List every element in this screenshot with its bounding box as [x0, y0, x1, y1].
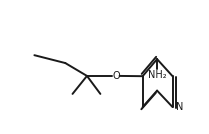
Text: O: O — [112, 71, 120, 81]
Text: N: N — [176, 102, 183, 112]
Text: NH₂: NH₂ — [148, 70, 166, 80]
